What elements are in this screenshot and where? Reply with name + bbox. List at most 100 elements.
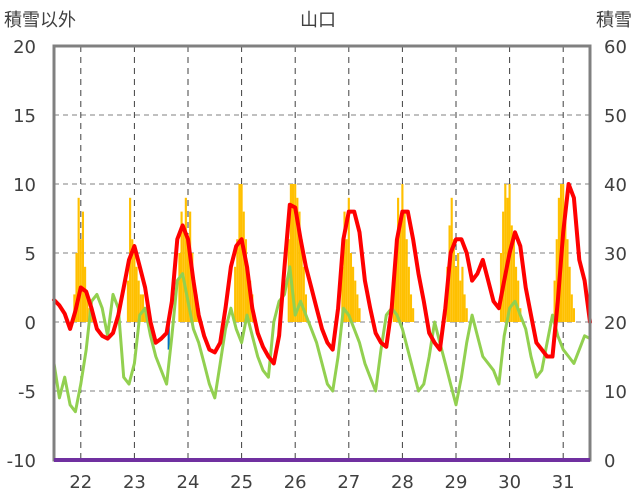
- right-tick-label: 10: [604, 382, 627, 403]
- precip-bar: [514, 266, 518, 322]
- x-tick-label: 31: [552, 472, 575, 493]
- precip-bar: [403, 211, 406, 322]
- precip-bar: [347, 197, 350, 322]
- precip-bar: [502, 211, 505, 322]
- precip-bar: [291, 184, 295, 322]
- precip-bar: [242, 211, 245, 322]
- precip-bar: [238, 184, 241, 322]
- precip-bar: [409, 294, 413, 322]
- precip-bar: [405, 239, 408, 322]
- precip-bar: [457, 253, 460, 322]
- precip-bar: [512, 239, 515, 322]
- series-lines: [52, 182, 592, 414]
- left-axis-title: 積雪以外: [4, 10, 76, 31]
- precip-bar: [555, 239, 558, 322]
- precip-bar: [133, 253, 136, 322]
- precip-bar: [412, 308, 415, 322]
- right-tick-label: 20: [604, 313, 627, 334]
- precip-bar: [352, 266, 355, 322]
- precip-bar: [246, 266, 250, 322]
- precip-bar: [304, 294, 307, 322]
- precip-bar: [186, 239, 190, 322]
- precip-bar: [294, 184, 297, 322]
- temperature-line: [52, 182, 592, 366]
- left-tick-label: -10: [7, 451, 36, 472]
- precip-bar: [461, 266, 464, 322]
- precip-bar: [504, 184, 507, 322]
- precip-bar: [167, 322, 170, 350]
- precip-bar: [553, 280, 556, 322]
- precip-bar: [287, 239, 290, 322]
- precip-bar: [296, 197, 299, 322]
- precip-bar: [141, 294, 145, 322]
- precip-bar: [86, 294, 89, 322]
- precip-bar: [517, 280, 520, 322]
- precip-bar: [568, 266, 571, 322]
- x-tick-label: 24: [177, 472, 200, 493]
- precip-bar: [394, 239, 398, 322]
- dewpoint-line: [52, 265, 592, 414]
- precip-bar: [397, 197, 400, 322]
- precip-bar: [289, 184, 292, 322]
- right-tick-label: 30: [604, 244, 627, 265]
- right-tick-label: 60: [604, 37, 627, 58]
- precip-bar: [401, 184, 404, 322]
- precip-bar: [459, 280, 462, 322]
- precip-bar: [343, 211, 346, 322]
- chart-title: 山口: [300, 10, 336, 31]
- precip-bar: [126, 280, 130, 322]
- precip-bar: [465, 308, 468, 322]
- precip-bar: [354, 280, 357, 322]
- x-tick-label: 30: [498, 472, 521, 493]
- precip-bar: [139, 294, 142, 322]
- precip-bar: [557, 197, 560, 322]
- precip-bar: [572, 308, 575, 322]
- precip-bar: [407, 266, 410, 322]
- x-tick-label: 27: [337, 472, 360, 493]
- precip-bar: [178, 253, 181, 322]
- precip-bar: [180, 211, 183, 322]
- precip-bar: [510, 225, 513, 322]
- x-tick-label: 22: [69, 472, 92, 493]
- left-tick-labels: 20 15 10 5 0 -5 -10: [7, 37, 36, 472]
- right-axis-title: 積雪: [596, 10, 632, 31]
- precip-bar: [463, 294, 466, 322]
- precip-bar: [184, 197, 187, 322]
- right-tick-label: 0: [604, 451, 615, 472]
- precip-bar: [137, 280, 140, 322]
- left-tick-label: 20: [13, 37, 36, 58]
- precip-bar: [77, 197, 80, 322]
- precip-bar: [341, 266, 344, 322]
- precip-bar: [454, 266, 458, 322]
- x-tick-label: 28: [391, 472, 414, 493]
- left-tick-label: 10: [13, 175, 36, 196]
- left-tick-label: 15: [13, 106, 36, 127]
- x-tick-label: 26: [284, 472, 307, 493]
- x-tick-label: 29: [445, 472, 468, 493]
- precip-bar: [356, 294, 359, 322]
- gridlines: [54, 46, 590, 460]
- precip-bar: [135, 266, 138, 322]
- precip-bar: [452, 239, 455, 322]
- left-tick-label: -5: [18, 382, 36, 403]
- precip-bar: [79, 239, 82, 322]
- x-tick-labels: 22 23 24 25 26 27 28 29 30 31: [69, 472, 574, 493]
- precip-bar: [399, 225, 402, 322]
- right-tick-labels: 60 50 40 30 20 10 0: [604, 37, 627, 472]
- precip-bar: [234, 266, 237, 322]
- precip-bar: [191, 253, 194, 322]
- right-tick-label: 50: [604, 106, 627, 127]
- plot-frame: [52, 44, 592, 462]
- x-tick-label: 23: [123, 472, 146, 493]
- left-tick-label: 5: [25, 244, 36, 265]
- precip-bar: [193, 280, 196, 322]
- x-tick-label: 25: [230, 472, 253, 493]
- precip-bar: [564, 211, 567, 322]
- precip-bar: [302, 266, 305, 322]
- precip-bar: [300, 239, 303, 322]
- precip-bar: [358, 308, 361, 322]
- precip-bar: [566, 239, 569, 322]
- precip-bar: [298, 211, 301, 322]
- precip-bar: [131, 239, 134, 322]
